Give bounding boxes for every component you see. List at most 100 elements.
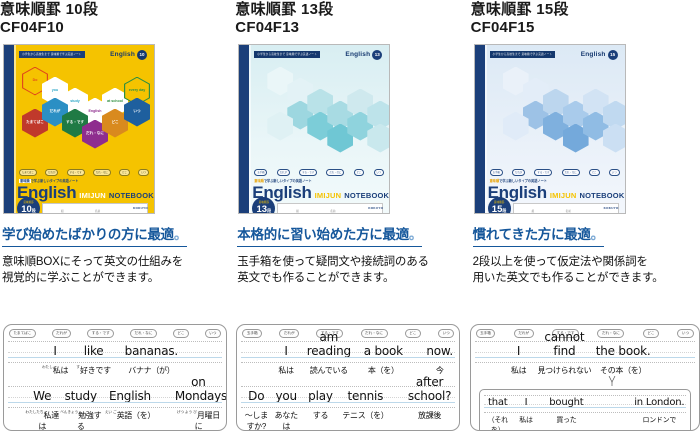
english-word-slot: I bbox=[524, 397, 528, 409]
product-column-15dan: 意味順罫 15段 CF04F15 小学生から高校生まで 意味順で学ぶ英語ノート … bbox=[467, 0, 700, 433]
japanese-word-slot: えい ご英語（を） bbox=[104, 409, 156, 421]
grammar-label-pill: する・です bbox=[299, 168, 318, 177]
hexagon-cell: every day bbox=[124, 77, 150, 106]
grammar-label-pill: 玉手箱 bbox=[254, 168, 268, 177]
hexagon-label: だれが bbox=[49, 109, 61, 114]
dan-badge-number: 13段 bbox=[256, 203, 272, 214]
hexagon-label: every day bbox=[128, 88, 146, 93]
hexagon-field: Do you study English at school every day たまてばこ… bbox=[16, 65, 152, 163]
grammar-label-pill: する・です bbox=[534, 168, 553, 177]
japanese-word-slot bbox=[8, 410, 25, 430]
headline: 慣れてきた方に最適。 bbox=[472, 223, 604, 247]
product-title: 意味順罫 13段 bbox=[235, 1, 334, 18]
cover-title-english: English bbox=[252, 182, 312, 202]
grammar-label-pill: する・です bbox=[66, 168, 85, 177]
product-code: CF04F13 bbox=[235, 18, 300, 36]
dan-count-badge: 意味順罫 10段 bbox=[17, 196, 40, 213]
cover-spine bbox=[239, 44, 250, 213]
dan-badge-caption: 意味順罫 bbox=[493, 200, 505, 204]
notebook-cover-image: 小学生から高校生まで 意味順で学ぶ英語ノート English 13 玉手箱 だれが… bbox=[238, 43, 391, 214]
grammar-label-pill: どこ bbox=[353, 168, 365, 177]
brace-icon bbox=[608, 376, 615, 387]
sheet-label-pills: 玉手箱 だれが する・です だれ・なに どこ いつ bbox=[237, 325, 459, 339]
hexagon-label: する・です bbox=[66, 120, 84, 125]
hexagon-label: どこ bbox=[111, 120, 119, 125]
grammar-label-pill: いつ bbox=[204, 329, 221, 339]
notebook-cover-image: 小学生から高校生まで 意味順で学ぶ英語ノート English 10 Do you s… bbox=[3, 43, 155, 214]
english-word-slot: Do bbox=[248, 389, 265, 404]
japanese-word-slot: 買った bbox=[556, 417, 577, 425]
grammar-label-pill: だれ・なに bbox=[597, 329, 625, 339]
cover-tagline-rest: で学ぶ新しいタイプの英語ノート bbox=[263, 178, 312, 183]
english-sentence-line: We study English on Mondays. bbox=[8, 375, 226, 404]
ruled-line: We study English on Mondays. bbox=[8, 375, 226, 409]
japanese-word-slot: 〜しますか? bbox=[244, 411, 268, 431]
japanese-gloss-line: わたし私は す好きです バナナ（が） bbox=[8, 365, 222, 376]
ruled-line: Do you play tennis after school? bbox=[241, 375, 456, 409]
japanese-word-slot bbox=[593, 415, 633, 430]
english-logo: English 13 bbox=[345, 49, 383, 60]
english-logo-badge: 10 bbox=[137, 49, 147, 60]
hexagon-cell bbox=[367, 100, 390, 130]
dan-count-badge: 意味順罫 15段 bbox=[487, 196, 511, 213]
cover-name-label-name: 名前 bbox=[330, 209, 336, 213]
grammar-label-pill: だれが bbox=[513, 329, 534, 339]
japanese-word-slot: 今 bbox=[435, 366, 444, 376]
sheet-label-pills: 玉手箱 だれが する・です だれ・なに どこ いつ bbox=[471, 325, 699, 339]
english-word-slot: a book bbox=[363, 344, 403, 359]
cover-name-label-class: 組 bbox=[531, 209, 535, 213]
english-logo: English 15 bbox=[581, 49, 618, 60]
japanese-word-slot: （それを） bbox=[487, 417, 508, 431]
japanese-gloss-line: （それを） 私は 買った ロンドンで bbox=[484, 415, 686, 431]
sheet-label-pills: たまてばこ だれが する・です だれ・なに どこ いつ bbox=[4, 325, 226, 339]
hexagon-label: English bbox=[88, 109, 102, 114]
grammar-label-pill: たまてばこ bbox=[9, 329, 36, 339]
cover-title-english: English bbox=[17, 182, 77, 202]
grammar-label-pill: だれが bbox=[51, 329, 72, 339]
grammar-label-pill: だれが bbox=[276, 168, 290, 177]
clause-brace bbox=[479, 376, 691, 387]
cover-title: English IMIJUN NOTEBOOK bbox=[252, 184, 389, 201]
english-logo-badge: 15 bbox=[607, 49, 618, 60]
japanese-word-slot: 私は bbox=[278, 366, 294, 376]
japanese-word-slot: ロンドンで bbox=[642, 417, 677, 425]
grammar-label-pill: 玉手箱 bbox=[489, 168, 503, 177]
cover-name-box: 組 名前 bbox=[42, 202, 148, 213]
description-line-1: 2段以上を使って仮定法や関係詞を bbox=[472, 255, 648, 268]
japanese-gloss-line: 〜しますか? あなたは する テニス（を） 放課後 bbox=[241, 410, 455, 431]
japanese-word-slot: す好きです bbox=[76, 364, 111, 376]
cover-title-notebook: NOTEBOOK bbox=[108, 190, 154, 200]
cover-spine-highlight bbox=[14, 44, 16, 213]
furigana: わたし bbox=[41, 364, 53, 369]
english-word-slot: bought bbox=[549, 397, 584, 409]
grammar-label-pill: どこ bbox=[588, 168, 600, 177]
grammar-label-pill: どこ bbox=[119, 168, 130, 177]
cover-topbar-text: 小学生から高校生まで 意味順で学ぶ英語ノート bbox=[489, 50, 556, 58]
english-word-slot: after school? bbox=[407, 375, 452, 404]
grammar-label-pill: だれ・なに bbox=[326, 168, 345, 177]
japanese-gloss-line: 私は 読んでいる 本（を） 今 bbox=[241, 365, 455, 376]
grammar-label-pill: する・です bbox=[316, 329, 344, 339]
cover-spine bbox=[4, 44, 14, 213]
hexagon-cell bbox=[267, 111, 294, 141]
english-word-slot: bananas. bbox=[124, 344, 179, 359]
furigana: す bbox=[76, 364, 80, 369]
japanese-word-slot bbox=[673, 365, 695, 376]
cover-spine bbox=[474, 44, 485, 213]
cover-tagline-highlight: 意味順 bbox=[489, 178, 500, 183]
english-word-slot: study bbox=[64, 389, 97, 404]
grammar-label-pill: どこ bbox=[642, 329, 659, 339]
japanese-word-slot: わたしたち私達は bbox=[25, 409, 60, 431]
hexagon-cell: Do bbox=[22, 67, 48, 96]
japanese-word-slot: する bbox=[312, 411, 329, 421]
japanese-word-slot bbox=[391, 410, 404, 430]
